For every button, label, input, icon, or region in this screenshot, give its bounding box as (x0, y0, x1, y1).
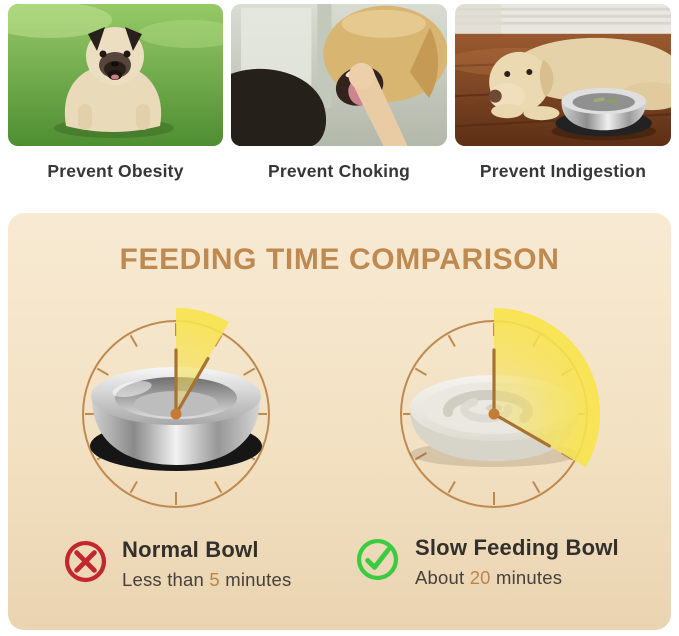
pug-on-grass-illustration (8, 4, 223, 146)
clock-hands (174, 348, 210, 416)
normal-bowl-verdict: Normal Bowl Less than 5 minutes (122, 537, 291, 591)
slow-bowl-time: About 20 minutes (415, 567, 619, 589)
normal-bowl-heading: Normal Bowl (122, 537, 259, 562)
benefit-label: Prevent Choking (267, 161, 411, 181)
section-title: FEEDING TIME COMPARISON (119, 243, 560, 276)
clock-hands (492, 348, 552, 448)
photo-prevent-choking (231, 4, 447, 146)
photo-prevent-indigestion (455, 4, 671, 146)
time-prefix: Less than (122, 569, 210, 590)
clock-dial-slow (400, 308, 601, 508)
benefit-label: Prevent Obesity (47, 161, 184, 181)
benefit-label: Prevent Indigestion (479, 161, 647, 181)
cross-icon (62, 538, 109, 585)
clock-center-dot (170, 408, 182, 420)
time-wedge-5min (176, 308, 229, 414)
mouth-check-illustration (231, 4, 447, 146)
slow-bowl-heading: Slow Feeding Bowl (415, 535, 619, 560)
check-icon (354, 536, 401, 583)
time-value: 5 (209, 569, 220, 590)
time-wedge-20min (494, 308, 601, 467)
benefit-choking: Prevent Choking (231, 4, 447, 182)
comparison-panel: FEEDING TIME COMPARISON (8, 213, 671, 630)
clock-dial-normal (82, 308, 270, 508)
time-prefix: About (415, 567, 470, 588)
time-suffix: minutes (219, 569, 292, 590)
photo-prevent-obesity (8, 4, 223, 146)
time-value: 20 (469, 567, 491, 588)
slow-bowl-verdict: Slow Feeding Bowl About 20 minutes (415, 535, 619, 589)
benefit-obesity: Prevent Obesity (8, 4, 223, 182)
benefit-indigestion: Prevent Indigestion (455, 4, 671, 182)
time-suffix: minutes (490, 567, 563, 588)
dog-by-bowl-illustration (455, 4, 671, 146)
slow-feeder-clock (374, 294, 614, 534)
clock-center-dot (488, 408, 500, 420)
normal-bowl-clock (56, 294, 296, 534)
normal-bowl-time: Less than 5 minutes (122, 569, 291, 591)
